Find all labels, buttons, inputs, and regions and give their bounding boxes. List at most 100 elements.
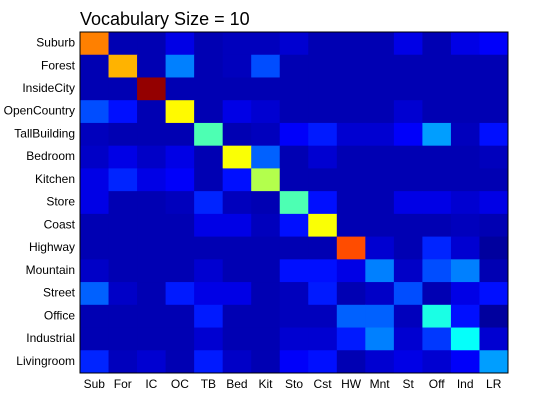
cell xyxy=(279,327,309,351)
cell xyxy=(308,350,338,374)
cell xyxy=(251,304,281,329)
cell xyxy=(308,168,338,192)
cell xyxy=(450,327,480,351)
cell xyxy=(422,259,452,283)
cell xyxy=(251,213,281,238)
cell xyxy=(479,191,509,215)
cell xyxy=(450,304,480,329)
cell xyxy=(137,77,167,101)
cell xyxy=(422,350,452,374)
cell xyxy=(222,213,252,238)
x-tick-label: Off xyxy=(429,377,445,391)
cell xyxy=(308,100,338,124)
y-tick-label: InsideCity xyxy=(22,81,75,95)
cell xyxy=(80,168,110,192)
cell xyxy=(222,122,252,147)
cell xyxy=(422,213,452,238)
cell xyxy=(279,282,309,306)
cell xyxy=(336,168,366,192)
cell xyxy=(108,282,138,306)
cell xyxy=(279,213,309,238)
cell xyxy=(365,77,395,101)
cell xyxy=(194,145,224,169)
cell xyxy=(165,304,195,329)
x-tick-label: TB xyxy=(201,377,216,391)
cell xyxy=(393,259,423,283)
cell xyxy=(80,191,110,215)
cell xyxy=(393,213,423,238)
x-tick-label: Sto xyxy=(285,377,303,391)
cell xyxy=(108,32,138,56)
y-tick-label: Industrial xyxy=(26,331,75,345)
cell xyxy=(393,327,423,351)
cell xyxy=(479,145,509,169)
x-tick-label: Sub xyxy=(84,377,106,391)
cell xyxy=(80,213,110,238)
cell xyxy=(393,122,423,147)
cell xyxy=(479,54,509,78)
cell xyxy=(279,145,309,169)
cell xyxy=(336,327,366,351)
cell xyxy=(393,282,423,306)
cell xyxy=(393,54,423,78)
cell xyxy=(393,191,423,215)
cell xyxy=(279,350,309,374)
cell xyxy=(137,327,167,351)
cell xyxy=(279,77,309,101)
x-tick-label: HW xyxy=(341,377,362,391)
cell xyxy=(422,327,452,351)
cell xyxy=(336,54,366,78)
cell xyxy=(336,100,366,124)
cell xyxy=(365,350,395,374)
cell xyxy=(365,236,395,260)
cell xyxy=(279,236,309,260)
cell xyxy=(251,145,281,169)
cell xyxy=(422,282,452,306)
cell xyxy=(479,213,509,238)
cell xyxy=(393,100,423,124)
cell xyxy=(80,100,110,124)
cell xyxy=(251,168,281,192)
cell xyxy=(422,32,452,56)
cell xyxy=(336,236,366,260)
cell xyxy=(80,32,110,56)
cell xyxy=(251,32,281,56)
cell xyxy=(308,191,338,215)
cell xyxy=(365,191,395,215)
cell xyxy=(108,77,138,101)
cell xyxy=(308,54,338,78)
cell xyxy=(108,168,138,192)
cell xyxy=(165,77,195,101)
cell xyxy=(108,259,138,283)
cell xyxy=(137,145,167,169)
cell xyxy=(450,191,480,215)
cell xyxy=(222,236,252,260)
cell xyxy=(80,77,110,101)
cell xyxy=(393,32,423,56)
y-tick-label: Street xyxy=(43,286,76,300)
y-tick-label: Highway xyxy=(29,240,75,254)
cell xyxy=(422,100,452,124)
cell xyxy=(108,236,138,260)
cell xyxy=(222,32,252,56)
cell xyxy=(393,168,423,192)
y-tick-label: Office xyxy=(44,308,75,322)
cell xyxy=(222,77,252,101)
cell xyxy=(137,191,167,215)
cell xyxy=(165,259,195,283)
y-tick-label: Store xyxy=(46,195,75,209)
cell xyxy=(479,77,509,101)
chart-title: Vocabulary Size = 10 xyxy=(80,9,250,29)
cell xyxy=(450,100,480,124)
cell xyxy=(422,191,452,215)
cell xyxy=(222,350,252,374)
cell xyxy=(479,168,509,192)
cell xyxy=(165,350,195,374)
cell xyxy=(194,100,224,124)
cell xyxy=(137,213,167,238)
cell xyxy=(194,32,224,56)
cell xyxy=(80,145,110,169)
cell xyxy=(222,282,252,306)
cell xyxy=(479,259,509,283)
